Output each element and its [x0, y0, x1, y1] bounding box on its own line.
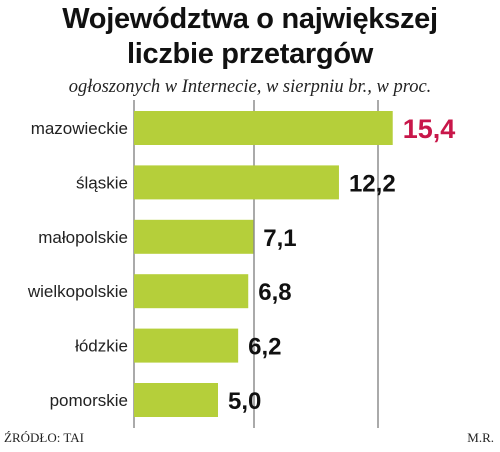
- chart-subtitle: ogłoszonych w Internecie, w sierpniu br.…: [68, 77, 432, 97]
- category-label-0: mazowieckie: [31, 119, 128, 138]
- category-label-5: pomorskie: [50, 391, 128, 410]
- value-label-1: 12,2: [349, 170, 396, 197]
- chart-title-line-2: liczbie przetargów: [127, 38, 373, 70]
- value-label-0: 15,4: [403, 114, 456, 144]
- source-note: ŹRÓDŁO: TAI: [4, 430, 84, 445]
- value-label-3: 6,8: [258, 279, 291, 306]
- bar-1: [134, 165, 339, 200]
- value-label-2: 7,1: [263, 225, 296, 252]
- value-label-5: 5,0: [228, 388, 261, 415]
- chart-title-line-1: Województwa o największej: [62, 3, 438, 35]
- category-label-1: śląskie: [76, 173, 128, 192]
- category-label-3: wielkopolskie: [27, 282, 128, 301]
- category-label-2: małopolskie: [38, 228, 128, 247]
- bar-2: [134, 219, 254, 254]
- bar-0: [134, 111, 393, 145]
- category-label-4: łódzkie: [75, 337, 128, 356]
- bar-5: [134, 383, 218, 417]
- author-credit: M.R.: [467, 430, 494, 445]
- value-label-4: 6,2: [248, 334, 281, 361]
- bar-3: [134, 274, 249, 309]
- bar-4: [134, 328, 239, 363]
